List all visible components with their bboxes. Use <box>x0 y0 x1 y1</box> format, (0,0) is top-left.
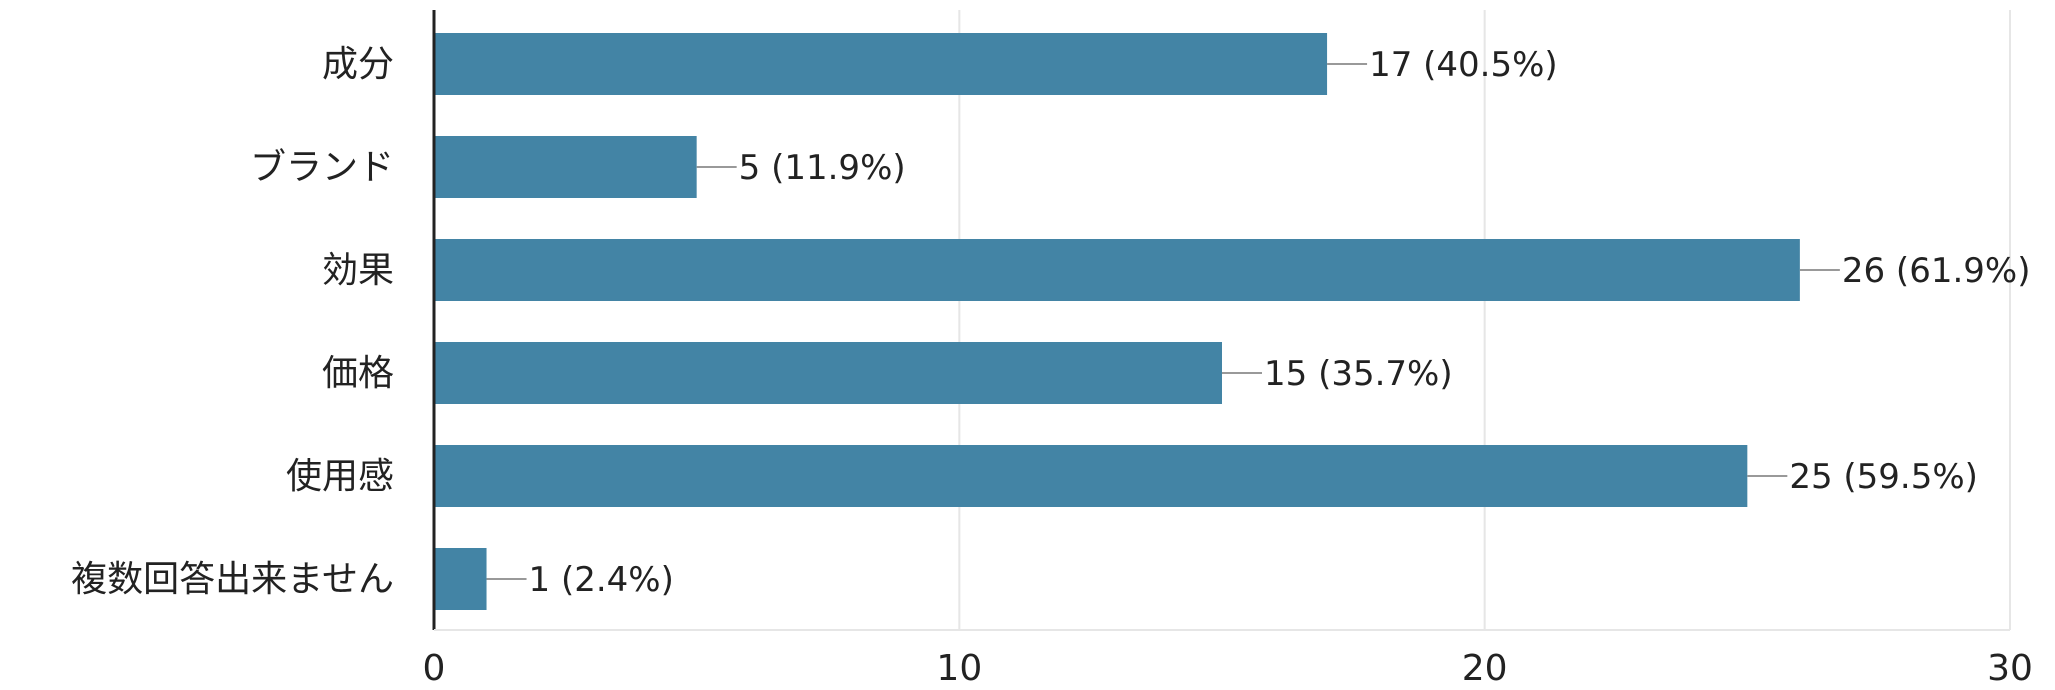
category-label: 価格 <box>322 353 394 394</box>
data-label: 5 (11.9%) <box>739 148 906 188</box>
x-tick-label: 10 <box>936 648 982 689</box>
x-tick-label: 30 <box>1987 648 2033 689</box>
bar <box>434 342 1222 404</box>
bar <box>434 136 697 198</box>
data-label: 25 (59.5%) <box>1789 457 1978 497</box>
category-label: 使用感 <box>286 456 394 497</box>
label-layer: 0 10 20 30 17 (40.5%) 成分 5 (11.9%) ブランド 26 (61.9… <box>71 44 2033 689</box>
x-tick-label: 0 <box>423 648 446 689</box>
category-label: ブランド <box>250 147 394 188</box>
axis-layer <box>432 10 2010 631</box>
data-label: 17 (40.5%) <box>1369 45 1558 85</box>
data-label: 26 (61.9%) <box>1842 251 2031 291</box>
bar <box>434 548 487 610</box>
data-label: 1 (2.4%) <box>529 560 674 600</box>
category-label: 効果 <box>322 250 394 291</box>
x-tick-label: 20 <box>1462 648 1508 689</box>
category-label: 複数回答出来ません <box>71 559 394 600</box>
bar <box>434 445 1748 507</box>
grid-layer <box>958 10 2011 630</box>
bar <box>434 239 1800 301</box>
bar-layer <box>434 33 1840 610</box>
category-label: 成分 <box>322 44 394 85</box>
data-label: 15 (35.7%) <box>1264 354 1453 394</box>
bar <box>434 33 1328 95</box>
